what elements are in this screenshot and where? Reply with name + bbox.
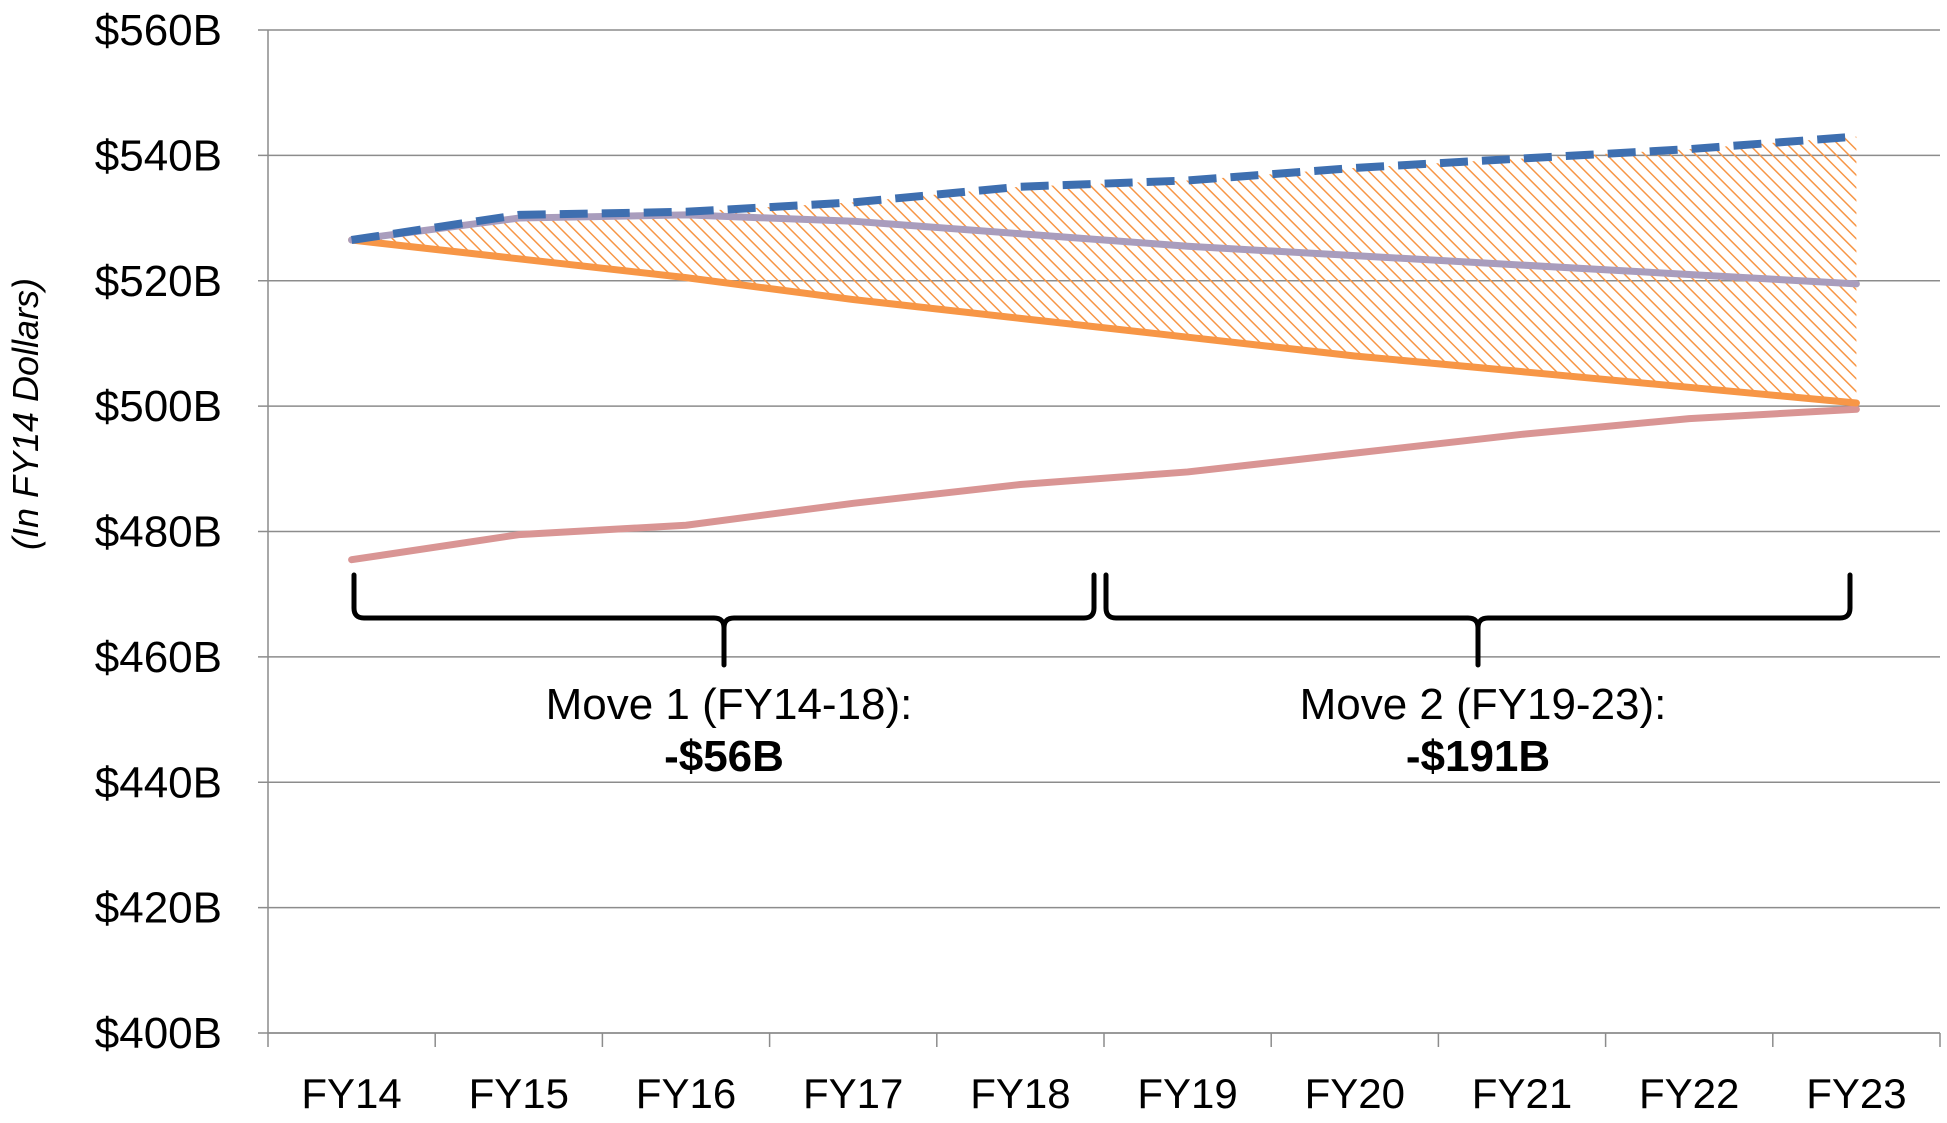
x-tick-label: FY23 xyxy=(1806,1070,1906,1117)
y-tick-label: $460B xyxy=(95,633,222,682)
annotation-value: -$191B xyxy=(1406,732,1550,781)
y-tick-label: $560B xyxy=(95,6,222,55)
x-tick-label: FY21 xyxy=(1472,1070,1572,1117)
y-tick-labels: $400B $420B $440B $460B $480B $500B $520B $540B… xyxy=(95,6,222,1058)
series-line-3 xyxy=(348,405,1860,564)
brace-2 xyxy=(1103,572,1853,668)
x-tick-label: FY14 xyxy=(301,1070,401,1117)
y-tick-label: $520B xyxy=(95,257,222,306)
x-tick-label: FY19 xyxy=(1137,1070,1237,1117)
annotation-value: -$56B xyxy=(664,732,784,781)
series-lines xyxy=(348,132,1860,564)
annotation-label: Move 1 (FY14-18): xyxy=(546,680,913,729)
brace-1 xyxy=(351,572,1097,668)
y-tick-label: $420B xyxy=(95,884,222,933)
y-tick-label: $480B xyxy=(95,508,222,557)
x-tick-label: FY18 xyxy=(970,1070,1070,1117)
x-tick-label: FY17 xyxy=(803,1070,903,1117)
x-tick-label: FY22 xyxy=(1639,1070,1739,1117)
x-tick-labels: FY14 FY15 FY16 FY17 FY18 FY19 FY20 FY21 FY22 FY23 xyxy=(301,1070,1906,1117)
series-line-2 xyxy=(348,236,1860,407)
x-tick-label: FY15 xyxy=(469,1070,569,1117)
y-tick-label: $440B xyxy=(95,758,222,807)
hatched-area xyxy=(351,136,1857,403)
annotation-label: Move 2 (FY19-23): xyxy=(1300,680,1667,729)
x-tick-label: FY16 xyxy=(636,1070,736,1117)
y-tick-label: $400B xyxy=(95,1009,222,1058)
series-line-0 xyxy=(351,132,1857,244)
y-axis-label: (In FY14 Dollars) xyxy=(5,278,46,550)
shaded-region xyxy=(351,136,1857,403)
y-tick-label: $540B xyxy=(95,131,222,180)
axes xyxy=(267,30,1941,1047)
y-tick-label: $500B xyxy=(95,382,222,431)
annotations: Move 1 (FY14-18):-$56B Move 2 (FY19-23):-… xyxy=(351,572,1853,781)
x-tick-label: FY20 xyxy=(1305,1070,1405,1117)
